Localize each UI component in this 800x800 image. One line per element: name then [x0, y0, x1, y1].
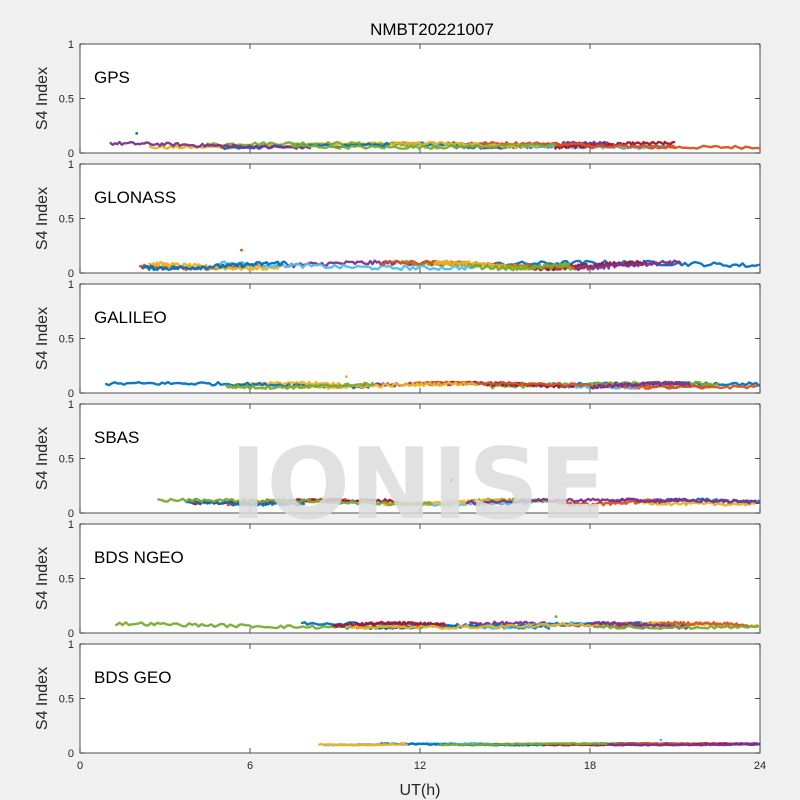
y-axis-label: S4 Index	[34, 307, 51, 370]
y-axis-label: S4 Index	[34, 427, 51, 490]
satellite-trace	[488, 259, 760, 269]
satellite-trace	[224, 381, 374, 391]
peak-point	[554, 615, 558, 619]
panel-bds-ngeo: BDS NGEO 0 0.5 1 S4 Index	[34, 519, 761, 640]
x-tick-label: 24	[754, 760, 766, 772]
peak-point	[240, 248, 243, 252]
x-tick-label: 18	[584, 760, 596, 772]
chart-title: NMBT20221007	[370, 20, 494, 39]
panel-glonass: GLONASS 0 0.5 1 S4 Index	[34, 159, 761, 280]
satellite-trace	[203, 141, 456, 149]
panel-label: GALILEO	[94, 308, 167, 327]
y-tick-label: 0.5	[59, 694, 74, 706]
y-tick-label: 0	[68, 748, 74, 760]
panel-label: BDS GEO	[94, 668, 171, 687]
satellite-trace	[465, 497, 680, 505]
axes-box	[79, 523, 761, 634]
satellite-trace	[186, 498, 305, 507]
peak-point	[449, 478, 453, 482]
axes-box	[79, 283, 761, 394]
y-axis-label: S4 Index	[34, 667, 51, 730]
satellite-trace	[141, 260, 287, 272]
panel-galileo: GALILEO 0 0.5 1 S4 Index	[34, 279, 761, 400]
satellite-trace	[590, 380, 691, 390]
y-tick-label: 0.5	[59, 214, 74, 226]
panel-label: BDS NGEO	[94, 548, 184, 567]
satellite-trace	[332, 620, 446, 628]
panel-gps: GPS 0 0.5 1 S4 Index	[34, 39, 761, 160]
y-tick-label: 0	[68, 628, 74, 640]
y-tick-label: 1	[68, 39, 74, 51]
y-axis-label: S4 Index	[34, 67, 51, 130]
y-axis-label: S4 Index	[34, 187, 51, 250]
axes-box	[79, 643, 761, 754]
y-tick-label: 1	[68, 519, 74, 531]
y-tick-label: 0	[68, 148, 74, 160]
watermark-text: IONISE	[230, 428, 606, 542]
y-axis-label: S4 Index	[34, 547, 51, 610]
axes-box	[79, 403, 761, 514]
panel-bds-geo: BDS GEO 0 0.5 1 S4 Index	[34, 639, 761, 760]
y-tick-label: 1	[68, 159, 74, 171]
peak-point	[344, 375, 348, 379]
peak-point	[135, 131, 139, 135]
y-tick-label: 1	[68, 399, 74, 411]
satellite-trace	[595, 624, 760, 630]
peak-point	[659, 738, 663, 742]
y-tick-label: 0.5	[59, 574, 74, 586]
satellite-trace	[318, 742, 408, 747]
satellite-trace	[438, 742, 608, 747]
satellite-trace	[592, 742, 761, 747]
satellite-trace	[115, 621, 400, 630]
satellite-trace	[291, 142, 557, 150]
panel-label: GLONASS	[94, 188, 176, 207]
y-tick-label: 1	[68, 639, 74, 651]
axes-box	[79, 163, 761, 274]
satellite-trace	[157, 497, 433, 506]
x-tick-label: 12	[414, 760, 426, 772]
satellite-trace	[109, 140, 311, 150]
y-tick-label: 0	[68, 268, 74, 280]
y-tick-label: 0.5	[59, 454, 74, 466]
satellite-trace	[287, 381, 478, 390]
y-tick-label: 1	[68, 279, 74, 291]
x-tick-label: 0	[77, 760, 83, 772]
satellite-trace	[148, 261, 284, 271]
satellite-trace	[232, 380, 343, 389]
panel-label: SBAS	[94, 428, 139, 447]
satellite-trace	[469, 262, 570, 272]
axes-box	[79, 43, 761, 154]
y-tick-label: 0.5	[59, 334, 74, 346]
panel-label: GPS	[94, 68, 130, 87]
y-tick-label: 0	[68, 508, 74, 520]
panel-sbas: SBAS 0 0.5 1 S4 Index	[34, 399, 761, 520]
satellite-trace	[574, 259, 682, 272]
y-tick-label: 0.5	[59, 94, 74, 106]
y-tick-label: 0	[68, 388, 74, 400]
x-axis-label: UT(h)	[400, 782, 441, 799]
x-tick-label: 6	[247, 760, 253, 772]
